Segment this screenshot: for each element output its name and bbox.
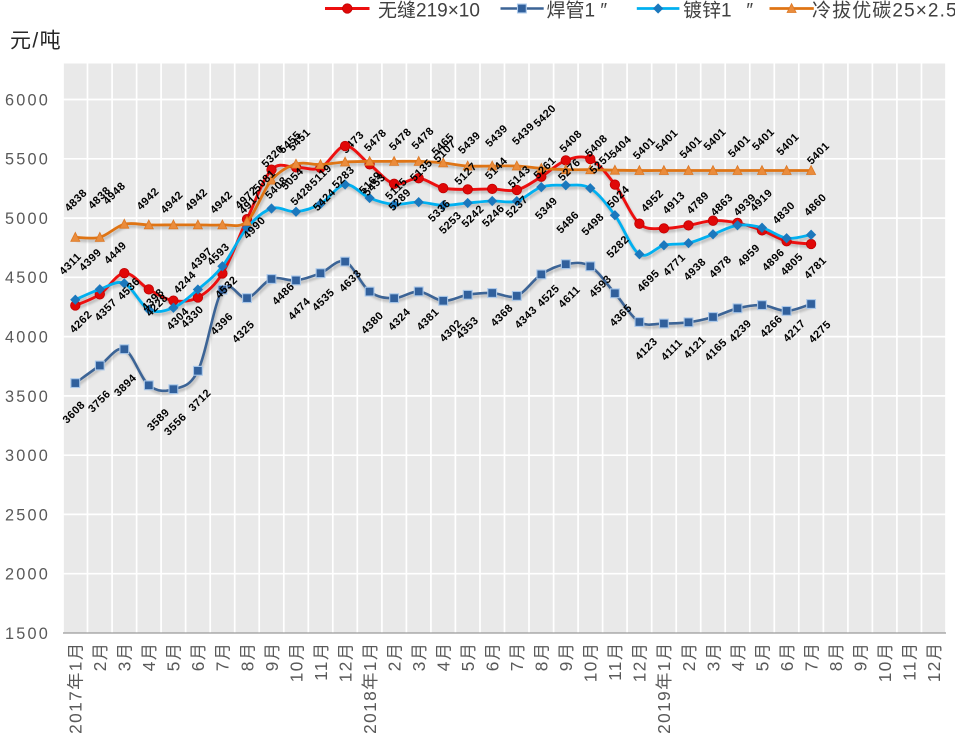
svg-text:8月: 8月 [237,642,257,672]
svg-text:12月: 12月 [335,642,355,683]
svg-text:3月: 3月 [409,642,429,672]
svg-text:8月: 8月 [532,642,552,672]
svg-text:2019年1月: 2019年1月 [654,642,674,734]
svg-text:6月: 6月 [188,642,208,672]
svg-text:9月: 9月 [851,642,871,672]
svg-text:焊管1 ″: 焊管1 ″ [547,0,608,22]
svg-text:3月: 3月 [115,642,135,672]
svg-text:5月: 5月 [458,642,478,672]
svg-text:5月: 5月 [752,642,772,672]
svg-text:10月: 10月 [875,642,895,683]
svg-text:12月: 12月 [630,642,650,683]
svg-text:5000: 5000 [5,210,50,228]
svg-text:2017年1月: 2017年1月 [66,642,86,734]
svg-text:1500: 1500 [5,625,50,643]
svg-text:7月: 7月 [213,642,233,672]
svg-text:3500: 3500 [5,388,50,406]
svg-text:9月: 9月 [556,642,576,672]
svg-text:6月: 6月 [483,642,503,672]
svg-text:4月: 4月 [434,642,454,672]
svg-text:11月: 11月 [900,642,920,681]
svg-text:10月: 10月 [286,642,306,683]
svg-text:无缝219×10: 无缝219×10 [378,0,480,22]
svg-text:11月: 11月 [311,642,331,681]
svg-text:11月: 11月 [605,642,625,681]
svg-text:2000: 2000 [5,566,50,584]
svg-text:6000: 6000 [5,91,50,109]
svg-text:5月: 5月 [164,642,184,672]
svg-text:9月: 9月 [262,642,282,672]
svg-text:3月: 3月 [703,642,723,672]
svg-text:4500: 4500 [5,269,50,287]
svg-text:6月: 6月 [777,642,797,672]
svg-text:10月: 10月 [581,642,601,683]
svg-text:7月: 7月 [801,642,821,672]
svg-text:4月: 4月 [728,642,748,672]
svg-text:4月: 4月 [139,642,159,672]
svg-text:2500: 2500 [5,506,50,524]
svg-text:镀锌1 ″: 镀锌1 ″ [683,0,753,22]
svg-text:元/吨: 元/吨 [10,30,62,53]
svg-text:3000: 3000 [5,447,50,465]
svg-text:8月: 8月 [826,642,846,672]
svg-text:冷拔优碳25×2.5: 冷拔优碳25×2.5 [812,0,955,22]
svg-text:4000: 4000 [5,328,50,346]
svg-text:2月: 2月 [679,642,699,672]
svg-text:5500: 5500 [5,151,50,169]
svg-text:7月: 7月 [507,642,527,672]
svg-text:2月: 2月 [90,642,110,672]
svg-text:2018年1月: 2018年1月 [360,642,380,734]
svg-text:12月: 12月 [924,642,944,683]
svg-text:2月: 2月 [384,642,404,672]
